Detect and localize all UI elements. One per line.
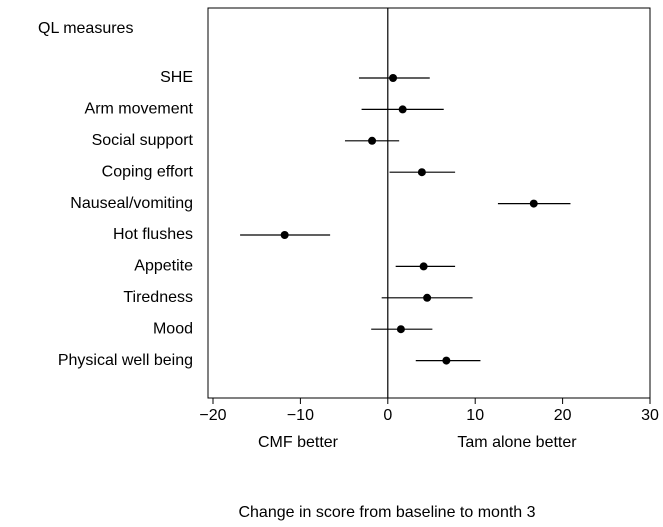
x-tick-label: 10: [466, 407, 484, 424]
x-tick-label: 30: [641, 407, 659, 424]
point-estimate: [389, 74, 398, 82]
category-label: Mood: [153, 320, 193, 337]
category-header: QL measures: [38, 20, 133, 37]
x-tick-label: −10: [287, 407, 314, 424]
category-label: Social support: [92, 132, 194, 149]
plot-frame: [207, 7, 651, 399]
category-label: Tiredness: [123, 289, 193, 306]
category-label: Hot flushes: [113, 226, 193, 243]
point-estimate: [419, 262, 428, 271]
point-estimate: [529, 199, 538, 208]
point-estimate: [417, 168, 426, 177]
x-tick-label: 20: [554, 407, 572, 424]
point-estimate: [398, 105, 407, 114]
x-tick-label: −20: [199, 407, 226, 424]
category-label: Coping effort: [102, 163, 194, 180]
x-tick-label: 0: [383, 407, 392, 424]
category-label: Physical well being: [58, 352, 193, 369]
point-estimate: [396, 325, 405, 334]
point-estimate: [442, 356, 451, 365]
category-label: Arm movement: [85, 101, 194, 118]
category-label: Nauseal/vomiting: [70, 195, 193, 212]
x-axis-title: Change in score from baseline to month 3: [238, 504, 535, 521]
point-estimate: [423, 293, 432, 302]
point-estimate: [368, 136, 377, 145]
category-label: SHE: [160, 69, 193, 86]
point-estimate: [280, 231, 289, 239]
category-label: Appetite: [134, 258, 193, 275]
left-annotation: CMF better: [258, 434, 339, 451]
right-annotation: Tam alone better: [457, 434, 577, 451]
